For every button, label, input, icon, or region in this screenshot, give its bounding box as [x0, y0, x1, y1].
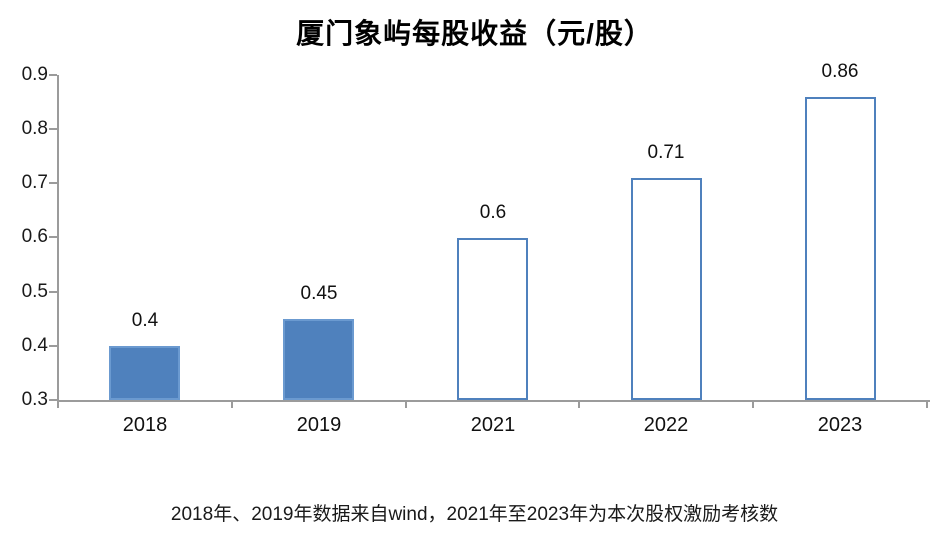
x-axis-label: 2023 [817, 414, 863, 436]
bar-value-label: 0.6 [479, 202, 507, 223]
y-axis-tick [49, 291, 57, 293]
x-axis-tick [752, 400, 754, 408]
y-axis-tick [49, 345, 57, 347]
bar-value-label: 0.45 [300, 283, 338, 304]
y-axis-line [57, 75, 59, 402]
x-axis-tick [926, 400, 928, 408]
y-axis-tick-label: 0.6 [21, 226, 48, 247]
y-axis-tick-label: 0.3 [21, 389, 48, 410]
bar-2023 [805, 97, 876, 400]
x-axis-tick [231, 400, 233, 408]
y-axis-tick-label: 0.5 [21, 281, 48, 302]
bar-2018 [109, 346, 180, 400]
y-axis-tick-label: 0.7 [21, 172, 48, 193]
y-axis-tick-label: 0.4 [21, 335, 48, 356]
bar-2021 [457, 238, 528, 400]
y-axis-tick [49, 399, 57, 401]
x-axis-line [57, 400, 930, 402]
bar-2019 [283, 319, 354, 400]
x-axis-tick [578, 400, 580, 408]
x-axis-tick [57, 400, 59, 408]
y-axis-tick-label: 0.8 [21, 118, 48, 139]
y-axis-tick-label: 0.9 [21, 64, 48, 85]
chart-title: 厦门象屿每股收益（元/股） [296, 18, 653, 49]
bar-value-label: 0.4 [131, 310, 159, 331]
y-axis-tick [49, 182, 57, 184]
chart-footnote: 2018年、2019年数据来自wind，2021年至2023年为本次股权激励考核… [170, 504, 779, 525]
x-axis-tick [405, 400, 407, 408]
x-axis-label: 2021 [470, 414, 516, 436]
y-axis-tick [49, 128, 57, 130]
x-axis-label: 2022 [643, 414, 689, 436]
bar-2022 [631, 178, 702, 400]
y-axis-tick [49, 74, 57, 76]
x-axis-label: 2019 [296, 414, 342, 436]
bar-value-label: 0.86 [821, 61, 859, 82]
bar-value-label: 0.71 [647, 142, 685, 163]
y-axis-tick [49, 236, 57, 238]
x-axis-label: 2018 [122, 414, 168, 436]
